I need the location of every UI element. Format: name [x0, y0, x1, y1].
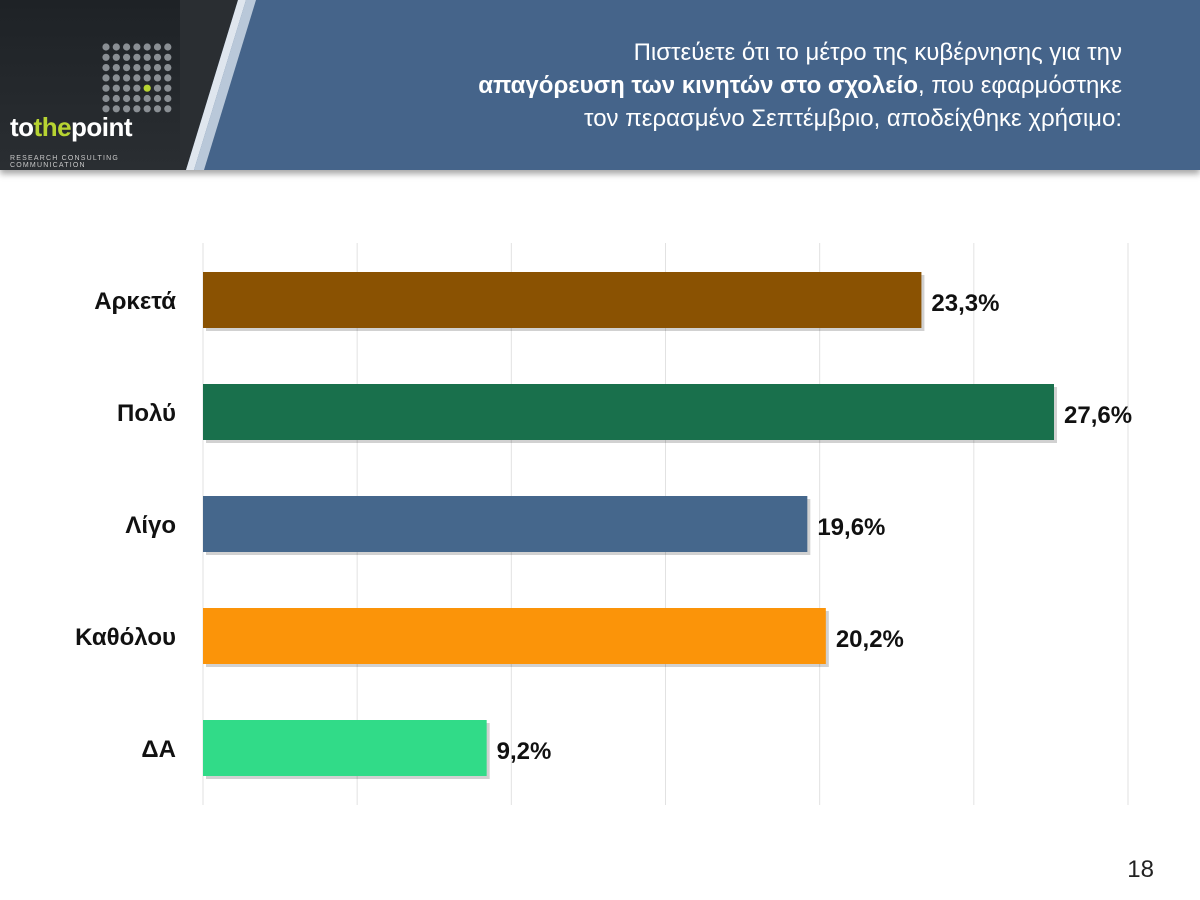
category-label: Λίγο: [125, 512, 176, 539]
logo-dot: [123, 64, 131, 72]
bar: [203, 272, 922, 328]
logo-dot: [112, 43, 120, 51]
logo-dot: [164, 94, 172, 103]
logo-dot: [102, 84, 110, 92]
logo-dot: [153, 43, 162, 51]
logo-wordmark: tothepoint: [10, 112, 133, 143]
bar: [203, 496, 808, 552]
logo-dot: [123, 84, 131, 92]
logo-word-point: point: [71, 112, 133, 142]
logo-tagline: RESEARCH CONSULTING COMMUNICATION: [10, 155, 120, 169]
bar: [203, 608, 826, 664]
value-label: 23,3%: [931, 290, 999, 317]
logo-dot: [112, 84, 120, 92]
logo-dot: [143, 53, 151, 61]
logo-dot: [153, 74, 162, 82]
value-label: 9,2%: [497, 738, 552, 765]
logo-dot: [112, 94, 120, 103]
header-diagonal-stripes: [180, 0, 256, 170]
logo-dot: [102, 74, 110, 82]
question-emphasis: απαγόρευση των κινητών στο σχολείο: [478, 72, 918, 99]
logo-dot: [123, 94, 131, 103]
logo-dot: [164, 53, 172, 61]
logo-dot: [153, 53, 162, 61]
question-line-2-rest: , που εφαρμόστηκε: [918, 72, 1122, 99]
logo-dot: [123, 53, 131, 61]
logo-dot: [143, 74, 151, 82]
logo-dot: [102, 105, 110, 113]
value-label: 27,6%: [1064, 402, 1132, 429]
logo-dot: [123, 105, 131, 113]
logo-dot: [112, 105, 120, 113]
question-line-3: τον περασμένο Σεπτέμβριο, αποδείχθηκε χρ…: [584, 105, 1122, 132]
logo-dot: [133, 84, 141, 92]
logo-dot: [102, 53, 110, 61]
logo-word-to: to: [10, 112, 34, 142]
logo-dot: [164, 84, 172, 92]
logo-dot: [133, 105, 141, 113]
logo-dot: [133, 64, 141, 72]
logo-dot: [123, 74, 131, 82]
logo-dot: [133, 74, 141, 82]
bar: [203, 720, 487, 776]
value-label: 20,2%: [836, 626, 904, 653]
logo-dot: [153, 84, 162, 92]
logo-dot: [143, 94, 151, 103]
logo-dot: [153, 64, 162, 72]
logo-dot: [164, 64, 172, 72]
logo-dot: [164, 43, 172, 51]
logo-dot: [102, 64, 110, 72]
logo-dot: [164, 105, 172, 113]
logo-dot: [143, 43, 151, 51]
category-label: Αρκετά: [94, 288, 176, 315]
survey-question: Πιστεύετε ότι το μέτρο της κυβέρνησης γι…: [302, 36, 1122, 135]
logo-dot: [153, 105, 162, 113]
logo-dot: [102, 94, 110, 103]
category-label: Πολύ: [117, 400, 176, 427]
logo-word-the: the: [33, 112, 72, 142]
logo-dot: [133, 53, 141, 61]
logo-dot: [143, 105, 151, 113]
category-label: Καθόλου: [75, 624, 176, 651]
logo-dot: [123, 43, 131, 51]
logo-dot: [143, 64, 151, 72]
question-line-1: Πιστεύετε ότι το μέτρο της κυβέρνησης γι…: [633, 39, 1122, 66]
logo-dot: [112, 74, 120, 82]
page-number: 18: [1127, 856, 1154, 883]
logo-dot: [164, 74, 172, 82]
logo-panel: tothepoint RESEARCH CONSULTING COMMUNICA…: [0, 0, 180, 170]
logo-accent-dot: [143, 84, 151, 92]
category-label: ΔΑ: [141, 736, 176, 763]
logo-dot: [153, 94, 162, 103]
logo-dot: [133, 94, 141, 103]
value-label: 19,6%: [817, 514, 885, 541]
logo-dot: [102, 43, 110, 51]
logo-dot: [112, 53, 120, 61]
logo-dot: [133, 43, 141, 51]
logo-dot: [112, 64, 120, 72]
bar: [203, 384, 1054, 440]
logo-dot-grid: [102, 43, 172, 113]
